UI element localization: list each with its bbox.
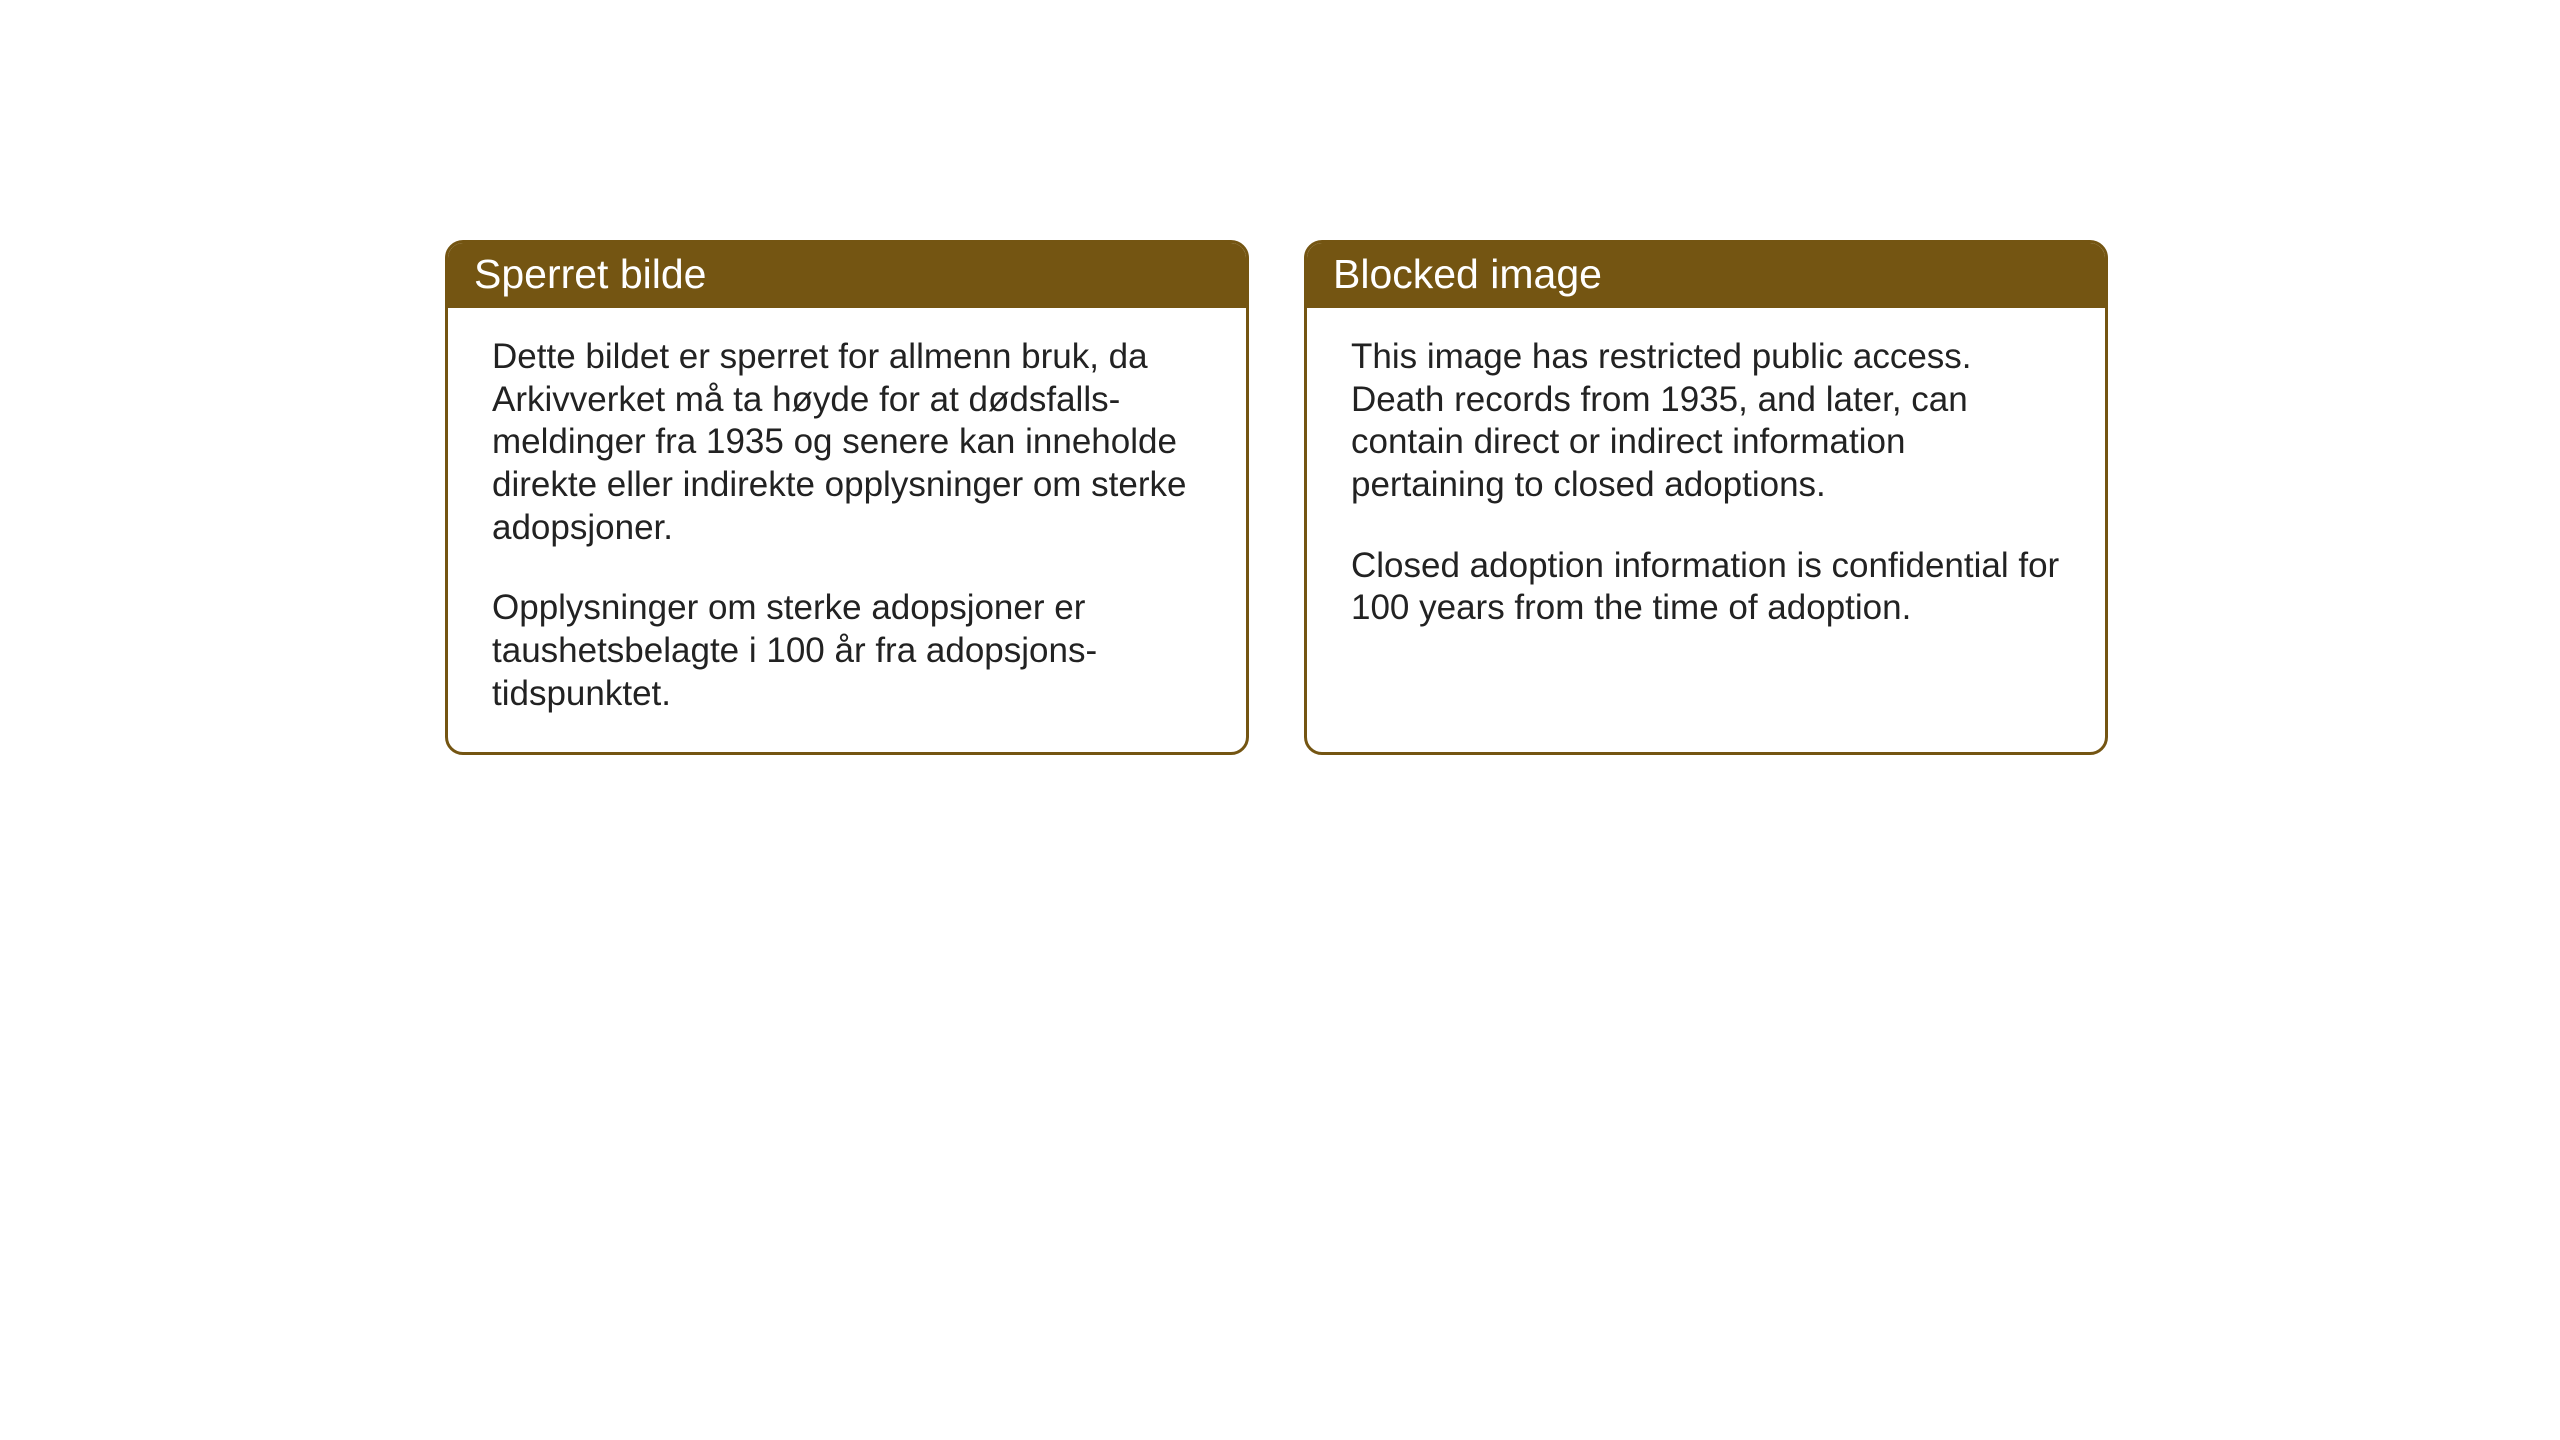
notice-card-english: Blocked image This image has restricted … — [1304, 240, 2108, 755]
card-paragraph: Closed adoption information is confident… — [1351, 545, 2061, 630]
card-paragraph: This image has restricted public access.… — [1351, 336, 2061, 507]
card-header-norwegian: Sperret bilde — [448, 243, 1246, 308]
notice-card-norwegian: Sperret bilde Dette bildet er sperret fo… — [445, 240, 1249, 755]
card-paragraph: Dette bildet er sperret for allmenn bruk… — [492, 336, 1202, 549]
notice-cards-container: Sperret bilde Dette bildet er sperret fo… — [0, 0, 2560, 755]
card-body-norwegian: Dette bildet er sperret for allmenn bruk… — [448, 308, 1246, 752]
card-paragraph: Opplysninger om sterke adopsjoner er tau… — [492, 587, 1202, 715]
card-header-english: Blocked image — [1307, 243, 2105, 308]
card-body-english: This image has restricted public access.… — [1307, 308, 2105, 666]
